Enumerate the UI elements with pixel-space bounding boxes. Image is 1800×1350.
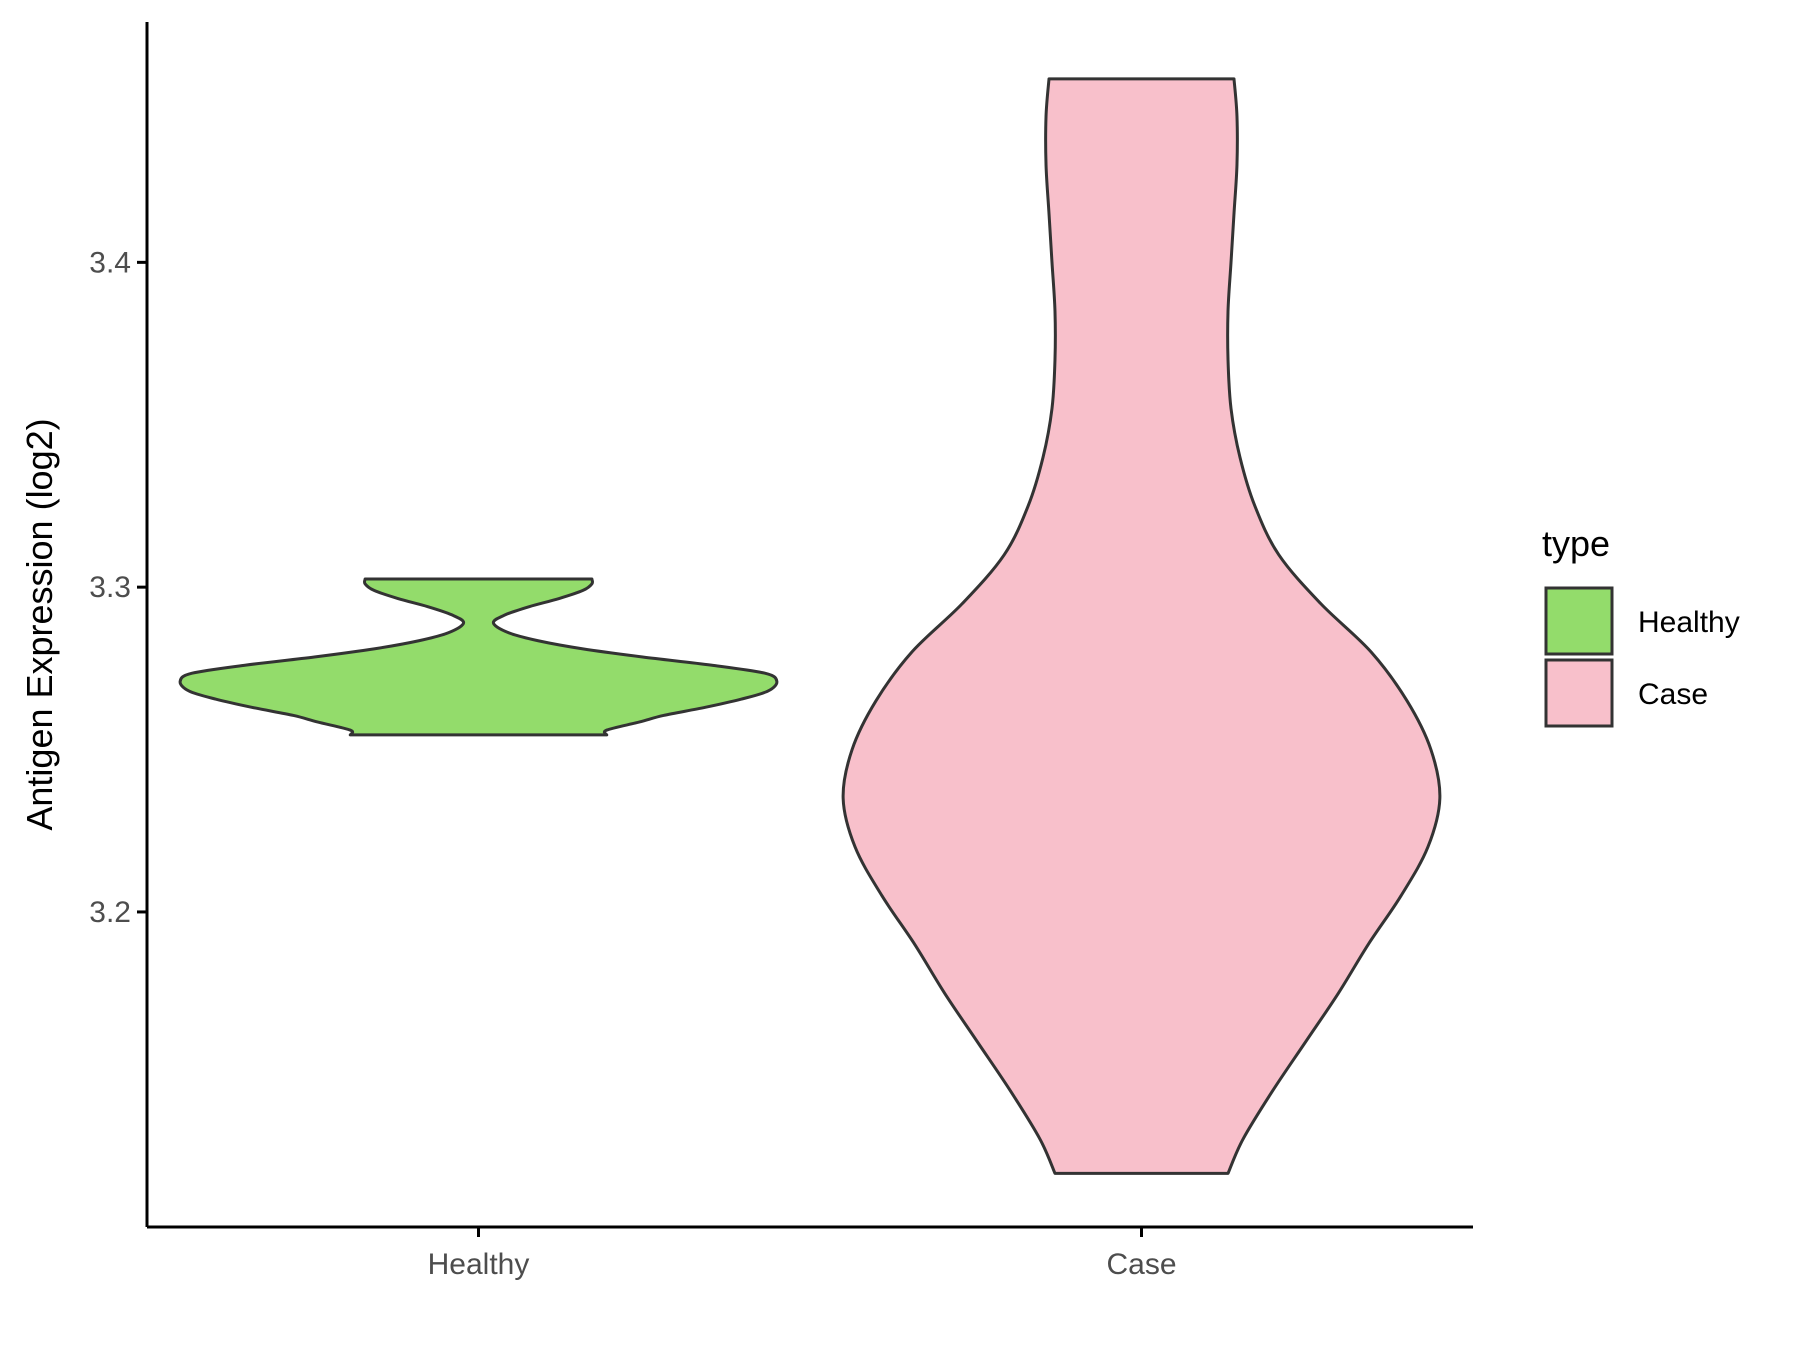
legend-label-case: Case [1638, 678, 1708, 711]
y-tick-label: 3.3 [89, 571, 131, 604]
axes-layer: 3.2 3.3 3.4 Healthy Case [89, 22, 1473, 1281]
y-tick-label: 3.4 [89, 246, 131, 279]
violins-layer [178, 77, 1442, 1175]
violin-case [841, 77, 1442, 1175]
legend-swatch-healthy [1544, 586, 1614, 656]
legend-label-healthy: Healthy [1638, 606, 1740, 639]
x-tick-label: Healthy [428, 1248, 530, 1281]
x-ticks: Healthy Case [428, 1227, 1177, 1281]
x-tick-label: Case [1106, 1248, 1176, 1281]
y-ticks: 3.2 3.3 3.4 [89, 246, 147, 929]
violin-healthy [178, 577, 779, 737]
y-axis-title: Antigen Expression (log2) [19, 418, 60, 830]
y-tick-label: 3.2 [89, 896, 131, 929]
legend: type Healthy Case [1542, 523, 1740, 728]
legend-items: Healthy Case [1544, 586, 1740, 728]
legend-title: type [1542, 523, 1610, 564]
legend-swatch-case [1544, 658, 1614, 728]
